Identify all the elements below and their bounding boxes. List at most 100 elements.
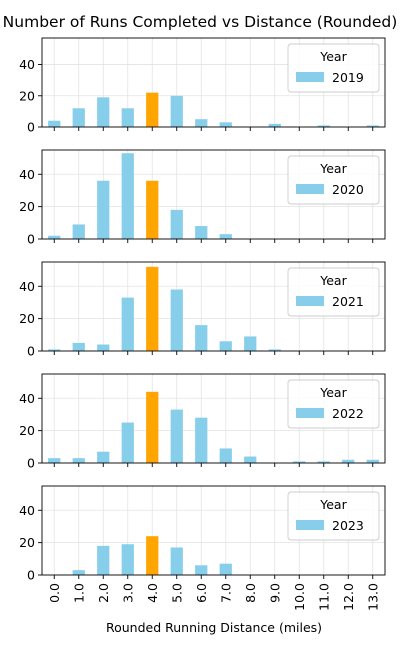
legend-swatch <box>296 184 324 194</box>
bar-2021-9.0 <box>268 349 281 351</box>
y-tick-label: 20 <box>19 535 35 550</box>
bar-2020-0.0 <box>48 235 61 239</box>
bar-2021-6.0 <box>195 325 208 351</box>
subplot-2019: 0 20 40 Year 2019 <box>19 37 386 135</box>
bar-2023-5.0 <box>170 547 183 575</box>
bar-2023-4.0 <box>146 536 159 575</box>
legend-entry: 2021 <box>332 294 364 309</box>
y-tick-label: 0 <box>27 568 35 583</box>
bar-2019-0.0 <box>48 120 61 127</box>
bar-2020-7.0 <box>219 234 232 239</box>
x-axis-label: Rounded Running Distance (miles) <box>106 620 322 635</box>
bar-2022-7.0 <box>219 448 232 463</box>
legend-title: Year <box>319 273 347 288</box>
bar-2023-2.0 <box>97 545 110 575</box>
legend-title: Year <box>319 49 347 64</box>
bar-2022-8.0 <box>244 456 257 463</box>
x-tick-label: 6.0 <box>194 583 209 603</box>
bar-2023-6.0 <box>195 565 208 575</box>
bar-2020-1.0 <box>72 224 85 239</box>
bar-2019-2.0 <box>97 97 110 127</box>
bar-2023-1.0 <box>72 570 85 575</box>
bar-2022-1.0 <box>72 458 85 463</box>
legend-title: Year <box>319 385 347 400</box>
legend-swatch <box>296 520 324 530</box>
y-tick-label: 20 <box>19 311 35 326</box>
bar-2021-1.0 <box>72 342 85 351</box>
bar-2019-1.0 <box>72 108 85 127</box>
legend-swatch <box>296 72 324 82</box>
bar-2020-6.0 <box>195 226 208 239</box>
bar-2019-11.0 <box>317 125 330 127</box>
x-tick-label: 9.0 <box>267 583 282 603</box>
x-tick-label: 3.0 <box>120 583 135 603</box>
legend-entry: 2020 <box>332 182 364 197</box>
axes-frame <box>41 37 386 128</box>
legend-entry: 2019 <box>332 70 364 85</box>
chart-title: Number of Runs Completed vs Distance (Ro… <box>3 13 398 31</box>
legend-title: Year <box>319 161 347 176</box>
x-tick-label: 1.0 <box>71 583 86 603</box>
axes-frame <box>41 261 386 352</box>
bar-2019-4.0 <box>146 92 159 127</box>
y-tick-label: 40 <box>19 503 35 518</box>
y-tick-label: 40 <box>19 57 35 72</box>
y-tick-label: 20 <box>19 88 35 103</box>
x-tick-label: 0.0 <box>47 583 62 603</box>
axes-frame <box>41 149 386 240</box>
y-tick-label: 20 <box>19 199 35 214</box>
bar-2019-5.0 <box>170 95 183 127</box>
bar-2019-13.0 <box>366 125 379 127</box>
y-tick-label: 0 <box>27 456 35 471</box>
bar-2020-4.0 <box>146 180 159 239</box>
bar-2021-5.0 <box>170 289 183 351</box>
bar-2020-2.0 <box>97 180 110 239</box>
legend: Year 2019 <box>287 43 380 93</box>
bar-2019-3.0 <box>121 108 134 127</box>
bar-2022-10.0 <box>293 461 306 463</box>
bar-2022-3.0 <box>121 422 134 463</box>
y-tick-label: 40 <box>19 167 35 182</box>
bar-2023-7.0 <box>219 563 232 575</box>
bar-2022-0.0 <box>48 458 61 463</box>
x-tick-label: 11.0 <box>316 583 331 611</box>
x-tick-label: 5.0 <box>169 583 184 603</box>
bar-2022-2.0 <box>97 451 110 463</box>
bar-2019-7.0 <box>219 122 232 127</box>
x-tick-label: 7.0 <box>218 583 233 603</box>
bar-2022-12.0 <box>342 459 355 463</box>
bar-2021-7.0 <box>219 341 232 351</box>
subplot-2023: 0 20 40 0.0 1.0 2.0 3.0 4.0 5.0 6.0 7.0 8.0 9.0 10.0 1… <box>19 485 386 611</box>
y-tick-label: 0 <box>27 344 35 359</box>
bar-2021-8.0 <box>244 336 257 351</box>
bar-2020-5.0 <box>170 209 183 239</box>
bar-2021-2.0 <box>97 344 110 351</box>
bar-2022-13.0 <box>366 459 379 463</box>
y-tick-label: 20 <box>19 423 35 438</box>
subplot-2020: 0 20 40 Year 2020 <box>19 149 386 247</box>
subplot-2021: 0 20 40 Year 2021 <box>19 261 386 359</box>
y-tick-label: 40 <box>19 391 35 406</box>
bar-2021-0.0 <box>48 349 61 351</box>
legend-entry: 2022 <box>332 406 364 421</box>
bar-2019-6.0 <box>195 119 208 127</box>
x-tick-label: 8.0 <box>243 583 258 603</box>
legend-swatch <box>296 296 324 306</box>
legend: Year 2020 <box>287 155 380 205</box>
legend: Year 2021 <box>287 267 380 317</box>
bar-2022-5.0 <box>170 409 183 463</box>
bar-2021-3.0 <box>121 297 134 351</box>
bar-2022-4.0 <box>146 391 159 463</box>
y-tick-label: 0 <box>27 120 35 135</box>
bar-2023-3.0 <box>121 544 134 575</box>
axes-frame <box>41 373 386 464</box>
bar-2019-9.0 <box>268 123 281 127</box>
bar-2021-4.0 <box>146 266 159 351</box>
bar-2022-11.0 <box>317 461 330 463</box>
x-tick-label: 2.0 <box>96 583 111 603</box>
legend-swatch <box>296 408 324 418</box>
subplot-2022: 0 20 40 Year 2022 <box>19 373 386 471</box>
legend: Year 2023 <box>287 491 380 541</box>
